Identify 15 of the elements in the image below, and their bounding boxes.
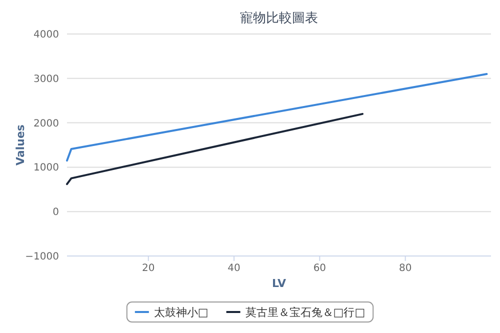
- y-tick-label: −1000: [25, 252, 59, 262]
- y-tick-label: 4000: [34, 30, 59, 40]
- x-tick-label: 40: [228, 263, 240, 274]
- y-axis-title: Values: [14, 124, 27, 166]
- chart-title: 寵物比較圖表: [240, 11, 318, 26]
- x-tick-label: 20: [142, 263, 155, 274]
- legend-label: 太鼓神小□: [154, 306, 208, 319]
- legend-label: 莫古里＆宝石兔＆□行□: [245, 306, 366, 319]
- y-tick-label: 3000: [34, 74, 59, 85]
- y-tick-label: 1000: [34, 162, 59, 174]
- x-axis-title: LV: [272, 277, 286, 290]
- x-tick-label: 60: [313, 263, 326, 274]
- y-tick-label: 0: [52, 207, 59, 218]
- x-tick-label: 80: [398, 263, 412, 274]
- y-tick-label: 2000: [34, 118, 59, 130]
